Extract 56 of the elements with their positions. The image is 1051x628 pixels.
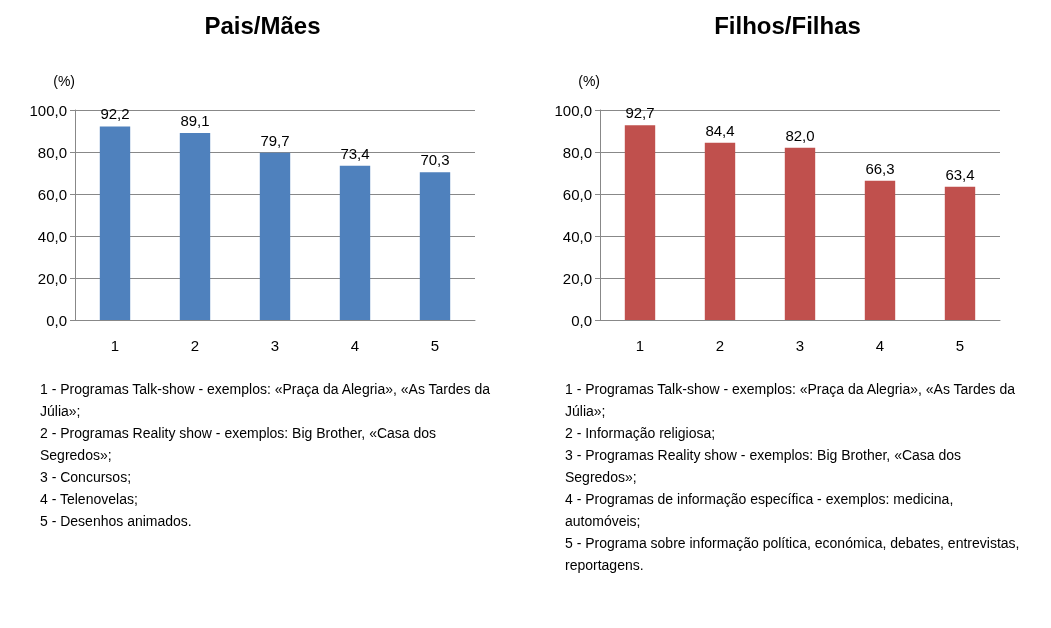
bar	[179, 132, 211, 320]
y-tick-label: 100,0	[29, 101, 67, 119]
data-label: 92,2	[100, 105, 130, 123]
bar	[99, 126, 131, 320]
data-label: 89,1	[180, 111, 210, 129]
text: 1 - Programas Talk-show - exemplos: «Praça da Alegria», «As Tardes da Júlia»;	[565, 380, 1017, 421]
x-tick-label: 1	[635, 337, 645, 354]
chart-title: Pais/Mães	[204, 11, 321, 39]
y-tick-label: 80,0	[562, 143, 592, 161]
y-tick-label: 80,0	[37, 143, 67, 161]
data-label: 82,0	[785, 126, 815, 144]
x-tick-label: 3	[795, 337, 805, 354]
y-tick-label: 40,0	[37, 227, 67, 245]
text: 4 - Programas de informação específica - exemplos: medicina, automóveis;	[565, 490, 955, 531]
y-tick-label: 100,0	[554, 101, 592, 119]
text: 3 - Programas Reality show - exemplos: Big Brother, «Casa dos Segredos»;	[565, 446, 963, 487]
bar	[704, 142, 736, 320]
x-tick-label: 2	[190, 337, 200, 354]
y-tick-label: 40,0	[562, 227, 592, 245]
x-tick-label: 5	[430, 337, 440, 354]
data-label: 63,4	[945, 165, 975, 183]
text: 3 - Concursos;	[40, 468, 133, 487]
bar	[864, 180, 896, 320]
text: 1 - Programas Talk-show - exemplos: «Praça da Alegria», «As Tardes da Júlia»;	[40, 380, 492, 421]
y-axis-title: (%)	[53, 73, 75, 89]
bar	[419, 172, 451, 320]
x-tick-label: 2	[715, 337, 725, 354]
data-label: 70,3	[420, 151, 450, 169]
y-tick-label: 20,0	[37, 269, 67, 287]
y-tick-label: 20,0	[562, 269, 592, 287]
y-axis-title: (%)	[578, 73, 600, 89]
bar	[339, 165, 371, 320]
bar	[624, 125, 656, 320]
data-label: 92,7	[625, 104, 655, 122]
bar	[944, 186, 976, 320]
x-tick-label: 1	[110, 337, 120, 354]
data-label: 84,4	[705, 121, 735, 139]
text: 2 - Programas Reality show - exemplos: Big Brother, «Casa dos Segredos»;	[40, 424, 438, 465]
bar	[259, 152, 291, 320]
text: 5 - Programa sobre informação política, económica, debates, entrevistas, reportagens.	[565, 534, 1021, 575]
chart-title: Filhos/Filhas	[714, 11, 861, 39]
y-tick-label: 0,0	[571, 311, 592, 329]
x-tick-label: 5	[955, 337, 965, 354]
x-tick-label: 4	[350, 337, 360, 354]
text: 2 - Informação religiosa;	[565, 424, 717, 443]
bar	[784, 147, 816, 320]
y-tick-label: 0,0	[46, 311, 67, 329]
data-label: 79,7	[260, 131, 290, 149]
data-label: 66,3	[865, 159, 895, 177]
x-tick-label: 3	[270, 337, 280, 354]
text: 4 - Telenovelas;	[40, 490, 139, 509]
data-label: 73,4	[340, 144, 370, 162]
y-tick-label: 60,0	[37, 185, 67, 203]
y-tick-label: 60,0	[562, 185, 592, 203]
text: 5 - Desenhos animados.	[40, 512, 193, 531]
x-tick-label: 4	[875, 337, 885, 354]
